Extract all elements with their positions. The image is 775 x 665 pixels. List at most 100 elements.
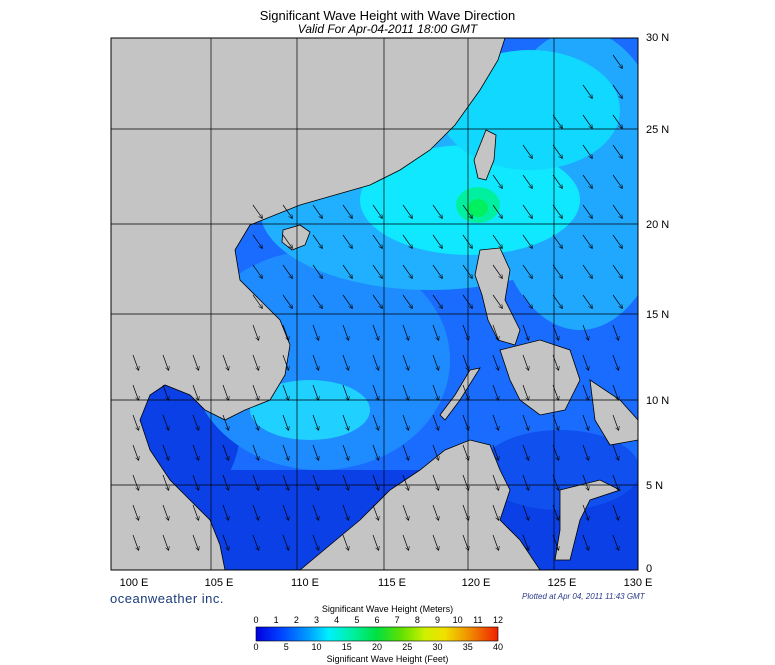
wave-direction-arrow [582,204,592,218]
lat-label-0: 0 [646,563,653,575]
wave-direction-arrow [162,504,168,520]
wave-direction-arrow [492,384,498,400]
lat-label-20n: 20 N [646,219,670,231]
wave-direction-arrow [312,204,322,218]
wave-direction-arrow [462,354,468,370]
wave-direction-arrow [552,234,562,248]
wave-direction-arrow [312,354,318,370]
wave-direction-arrow [582,114,592,128]
wave-direction-arrow [372,354,378,370]
wave-direction-arrow [222,534,228,550]
wave-direction-arrow [222,504,228,520]
wave-direction-arrow [252,384,258,400]
wave-direction-arrow [582,174,592,188]
wave-direction-arrow [192,534,198,550]
colorbar-meter-tick: 4 [334,615,340,625]
wave-direction-arrow [402,234,412,248]
colorbar-meter-tick: 6 [374,615,380,625]
colorbar-title-meters: Significant Wave Height (Meters) [321,604,454,614]
colorbar-meter-tick: 8 [414,615,420,625]
wave-direction-arrow [342,534,348,550]
lon-label-120e: 120 E [461,577,491,589]
wave-direction-arrow [462,414,468,430]
land-taiwan [473,129,497,181]
wave-direction-arrow [612,114,622,128]
wave-direction-arrow [312,294,322,308]
colorbar-feet-tick: 25 [402,642,413,652]
wave-direction-arrow [312,534,318,550]
colorbar-meter-tick: 5 [354,615,360,625]
wave-direction-arrow [612,384,618,400]
wave-direction-arrow [402,444,408,460]
wave-direction-arrow [612,84,622,98]
land-philippines-south [499,339,581,416]
colorbar-fill [255,626,499,642]
wave-direction-arrow [342,234,352,248]
wave-direction-arrow [612,504,618,520]
land-luzon [474,247,521,346]
colorbar-feet-tick: 40 [492,642,503,652]
wave-direction-arrow [342,504,348,520]
wave-direction-arrow [492,534,498,550]
plotted-timestamp: Plotted at Apr 04, 2011 11:43 GMT [522,592,645,601]
wave-direction-arrow [342,324,348,340]
wave-direction-arrow [372,384,378,400]
wave-direction-arrow [402,414,408,430]
wave-direction-arrow [372,474,378,490]
wave-direction-arrow [432,234,442,248]
wave-direction-arrow [612,324,618,340]
wave-direction-arrow [282,354,288,370]
lon-label-125e: 125 E [547,577,577,589]
wave-direction-arrow [552,144,562,158]
wave-direction-arrow [432,414,438,430]
wave-direction-arrow [162,384,168,400]
wave-direction-arrow [552,264,562,278]
wave-direction-arrow [522,504,528,520]
wave-direction-arrow [492,414,498,430]
wave-direction-arrow [162,444,168,460]
wave-direction-arrow [432,264,442,278]
wave-direction-arrow [342,384,348,400]
wave-direction-arrow [552,534,558,550]
land-sulawesi [554,479,622,561]
land-palawan [439,367,481,421]
lon-label-100e: 100 E [119,577,149,589]
wave-direction-arrow [552,354,558,370]
land-asia-mainland [111,38,506,570]
wave-direction-arrow [402,384,408,400]
wave-direction-arrow [492,294,502,308]
wave-direction-arrow [312,324,318,340]
wave-direction-arrow [312,444,318,460]
sea-peak-core [468,199,488,217]
wave-direction-arrow [342,474,348,490]
wave-direction-arrow [612,174,622,188]
wave-direction-arrow [522,444,528,460]
wave-direction-arrow [342,294,352,308]
wave-direction-arrow [342,264,352,278]
wave-direction-arrow [552,384,558,400]
sea-high-central [250,380,370,440]
colorbar-meter-tick: 11 [473,615,483,625]
wave-direction-arrow [582,144,592,158]
wave-direction-arrow [192,354,198,370]
wave-direction-arrow [192,504,198,520]
wave-direction-arrow [492,174,502,188]
wave-direction-arrow [612,474,618,490]
wave-direction-arrow [522,324,528,340]
wave-direction-arrow [432,354,438,370]
wave-direction-arrow [222,354,228,370]
wave-direction-arrow [252,354,258,370]
wave-direction-arrow [432,474,438,490]
wave-direction-arrow [522,234,532,248]
wave-direction-arrow [192,444,198,460]
wave-direction-arrow [312,474,318,490]
wave-direction-arrow [402,294,412,308]
wave-direction-arrow [312,264,322,278]
wave-direction-arrow [492,204,502,218]
wave-direction-arrow [312,414,318,430]
wave-direction-arrow [282,444,288,460]
wave-direction-arrow [462,324,468,340]
wave-direction-arrow [372,264,382,278]
wave-direction-arrow [582,324,588,340]
